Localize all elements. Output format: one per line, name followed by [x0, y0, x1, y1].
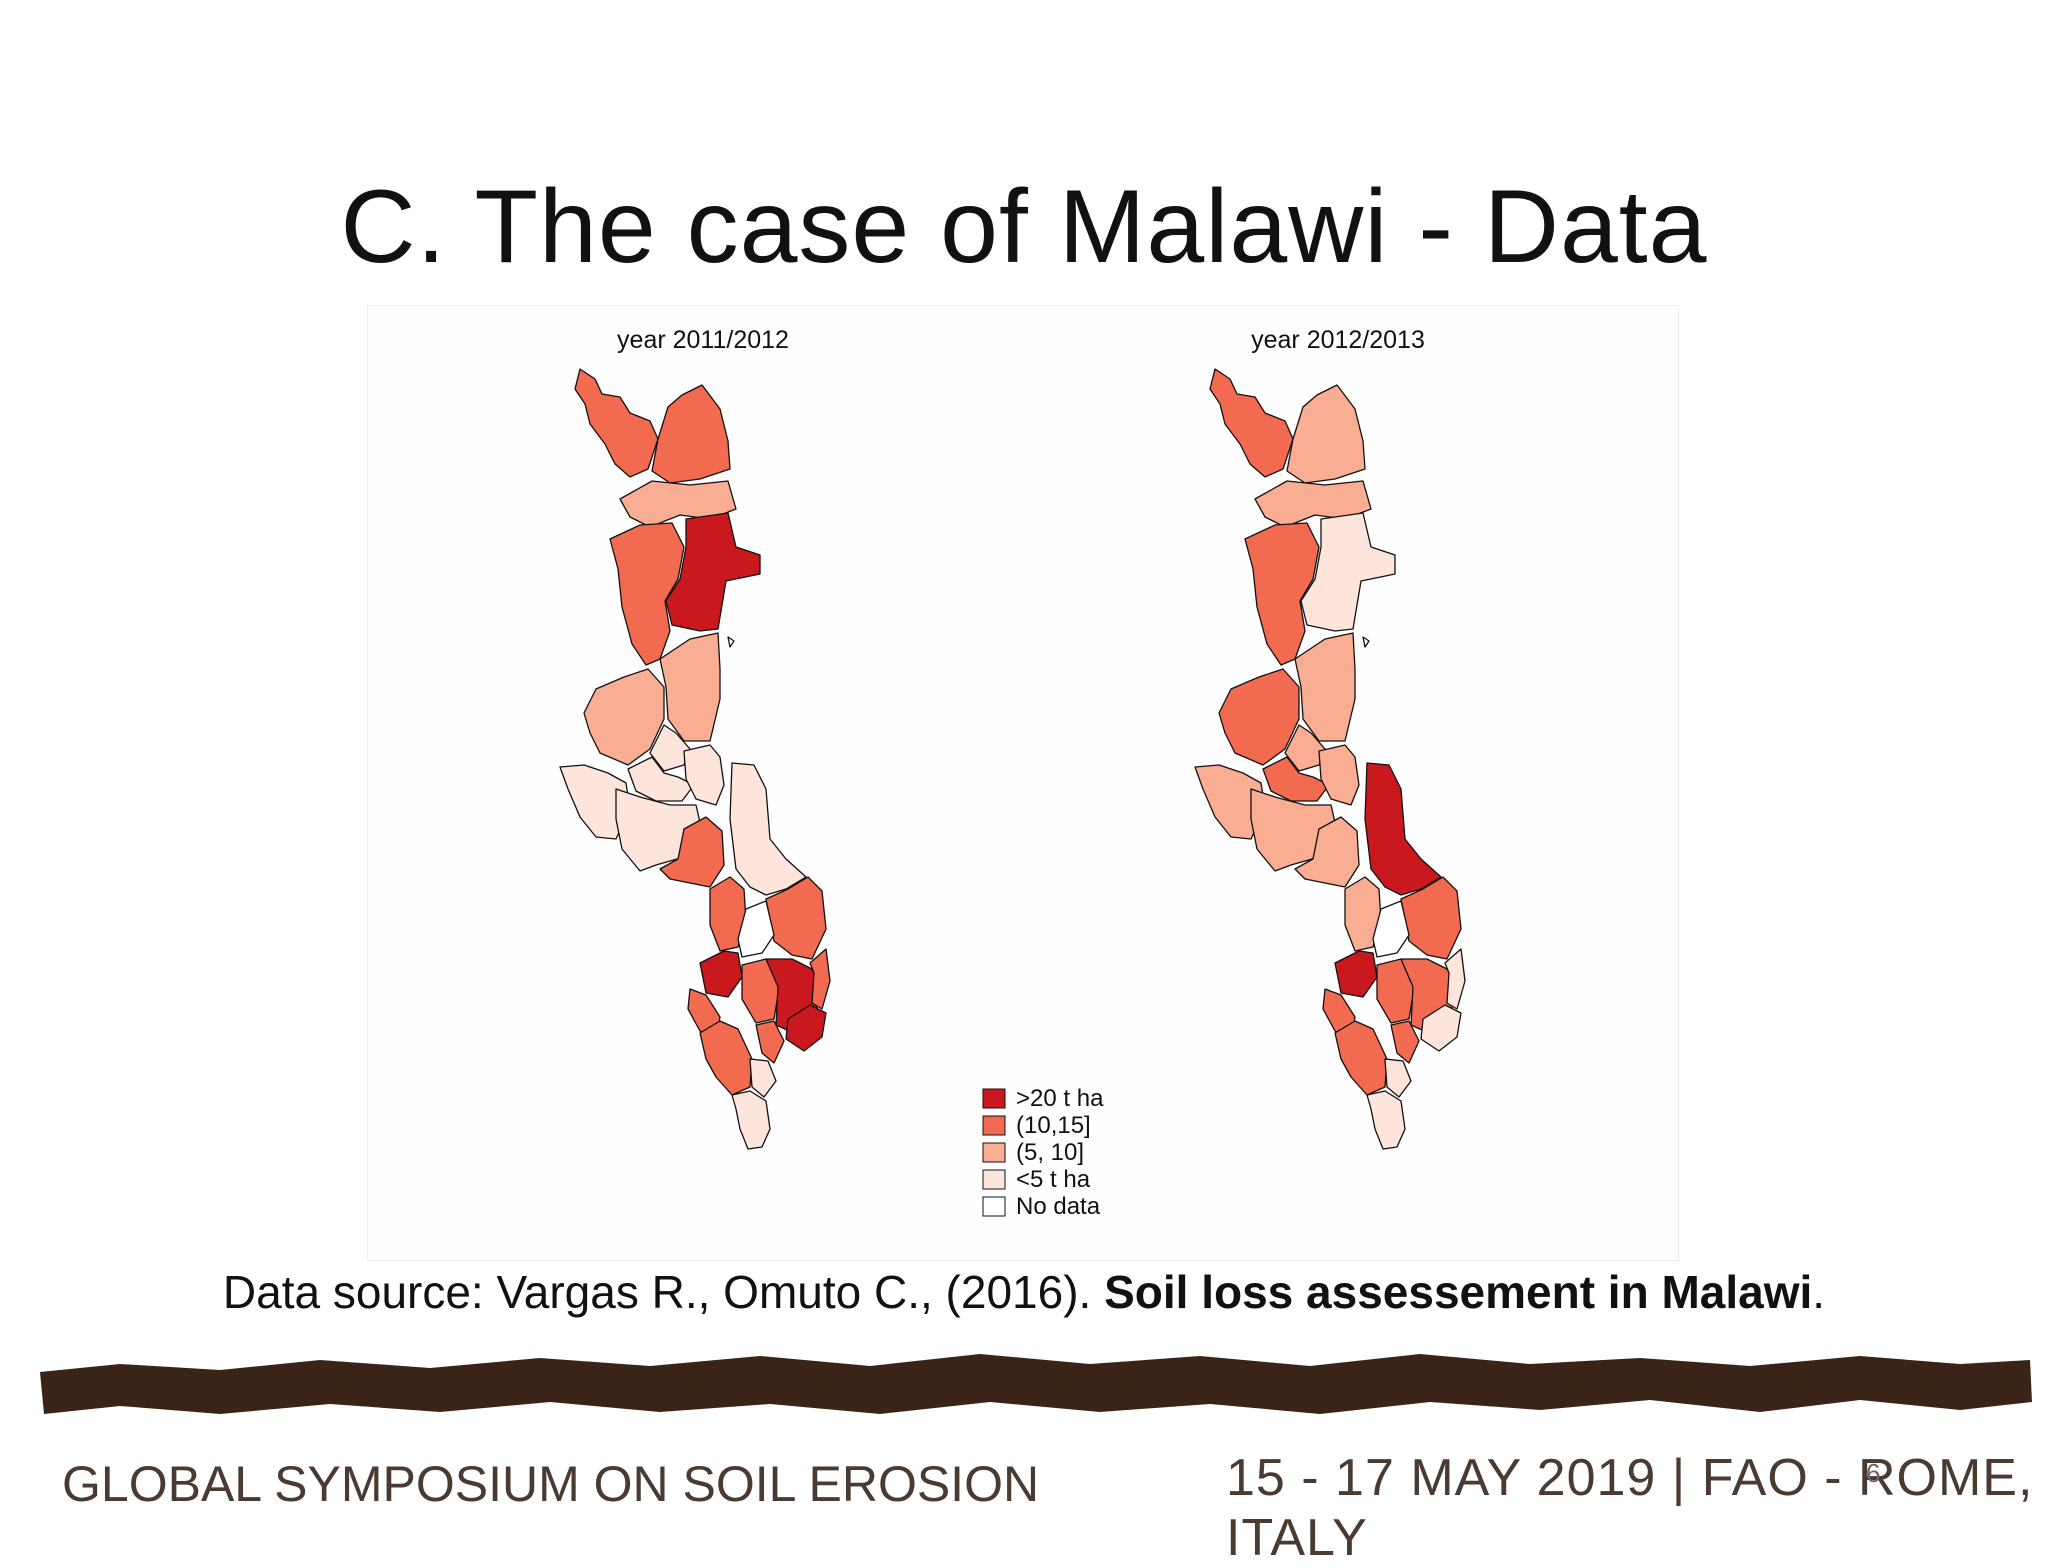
- district-mangochi: [1364, 762, 1442, 896]
- map-2011-2012: year 2011/2012: [559, 326, 831, 1150]
- district-mulanje: [1420, 1004, 1462, 1052]
- district-dedza: [659, 816, 725, 888]
- district-likoma: [1362, 636, 1370, 648]
- district-thyolo: [1384, 1058, 1412, 1098]
- district-mangochi: [729, 762, 807, 896]
- district-chitipa: [574, 368, 659, 478]
- district-mulanje: [785, 1004, 827, 1052]
- district-balaka: [737, 900, 775, 958]
- district-mzimba: [609, 522, 685, 666]
- footer-dates-location: 15 - 17 MAY 2019 | FAO - ROME, ITALY: [1226, 1449, 2034, 1567]
- district-kasungu: [1218, 668, 1300, 766]
- district-nkhatabay: [665, 512, 761, 632]
- legend-label: No data: [1016, 1193, 1101, 1220]
- district-machinga: [765, 876, 827, 960]
- district-karonga: [1286, 384, 1366, 484]
- slide-title: C. The case of Malawi - Data: [340, 169, 1708, 285]
- data-source-caption: Data source: Vargas R., Omuto C., (2016)…: [0, 1265, 2048, 1319]
- district-chitipa: [1209, 368, 1294, 478]
- district-neno: [1334, 950, 1378, 998]
- district-salima: [1318, 744, 1360, 806]
- caption-suffix: .: [1812, 1266, 1826, 1318]
- caption-title: Soil loss assessement in Malawi: [1104, 1266, 1813, 1318]
- district-neno: [699, 950, 743, 998]
- district-nkhotakota: [659, 632, 721, 742]
- map-title-2011: year 2011/2012: [617, 326, 789, 354]
- map-figure: year 2011/2012 year 2012/2013 >20 t ha (1…: [367, 305, 1679, 1261]
- legend-swatch: [982, 1169, 1006, 1190]
- district-phalombe: [1444, 948, 1466, 1010]
- district-thyolo: [749, 1058, 777, 1098]
- legend-label: (10,15]: [1016, 1112, 1091, 1139]
- footer-symposium-name: GLOBAL SYMPOSIUM ON SOIL EROSION: [62, 1456, 1040, 1512]
- legend-swatch: [982, 1115, 1006, 1136]
- district-likoma: [727, 636, 735, 648]
- caption-prefix: Data source: Vargas R., Omuto C., (2016)…: [222, 1266, 1105, 1318]
- district-mzimba: [1244, 522, 1320, 666]
- district-salima: [683, 744, 725, 806]
- district-chikwawa: [699, 1020, 753, 1096]
- district-nkhotakota: [1294, 632, 1356, 742]
- legend-swatch: [982, 1088, 1006, 1109]
- district-nsanje: [1366, 1090, 1406, 1150]
- soil-stripe: [40, 1354, 2032, 1414]
- district-maps: year 2011/2012 year 2012/2013 >20 t ha(1…: [559, 326, 1466, 1220]
- slide-number: 6: [1866, 1458, 1881, 1488]
- legend-swatch: [982, 1196, 1006, 1217]
- district-chikwawa: [1334, 1020, 1388, 1096]
- district-machinga: [1400, 876, 1462, 960]
- map-2012-2013: year 2012/2013: [1194, 326, 1466, 1150]
- legend-label: <5 t ha: [1016, 1166, 1091, 1193]
- district-chiradzulu: [755, 1020, 785, 1064]
- map-title-2012: year 2012/2013: [1251, 326, 1425, 354]
- district-balaka: [1372, 900, 1410, 958]
- district-chiradzulu: [1390, 1020, 1420, 1064]
- district-kasungu: [583, 668, 665, 766]
- legend-label: (5, 10]: [1016, 1139, 1084, 1166]
- legend-label: >20 t ha: [1016, 1085, 1104, 1112]
- district-dedza: [1294, 816, 1360, 888]
- soil-texture: [40, 1354, 2032, 1414]
- legend-swatch: [982, 1142, 1006, 1163]
- district-nsanje: [731, 1090, 771, 1150]
- district-phalombe: [809, 948, 831, 1010]
- district-nkhatabay: [1300, 512, 1396, 632]
- district-karonga: [651, 384, 731, 484]
